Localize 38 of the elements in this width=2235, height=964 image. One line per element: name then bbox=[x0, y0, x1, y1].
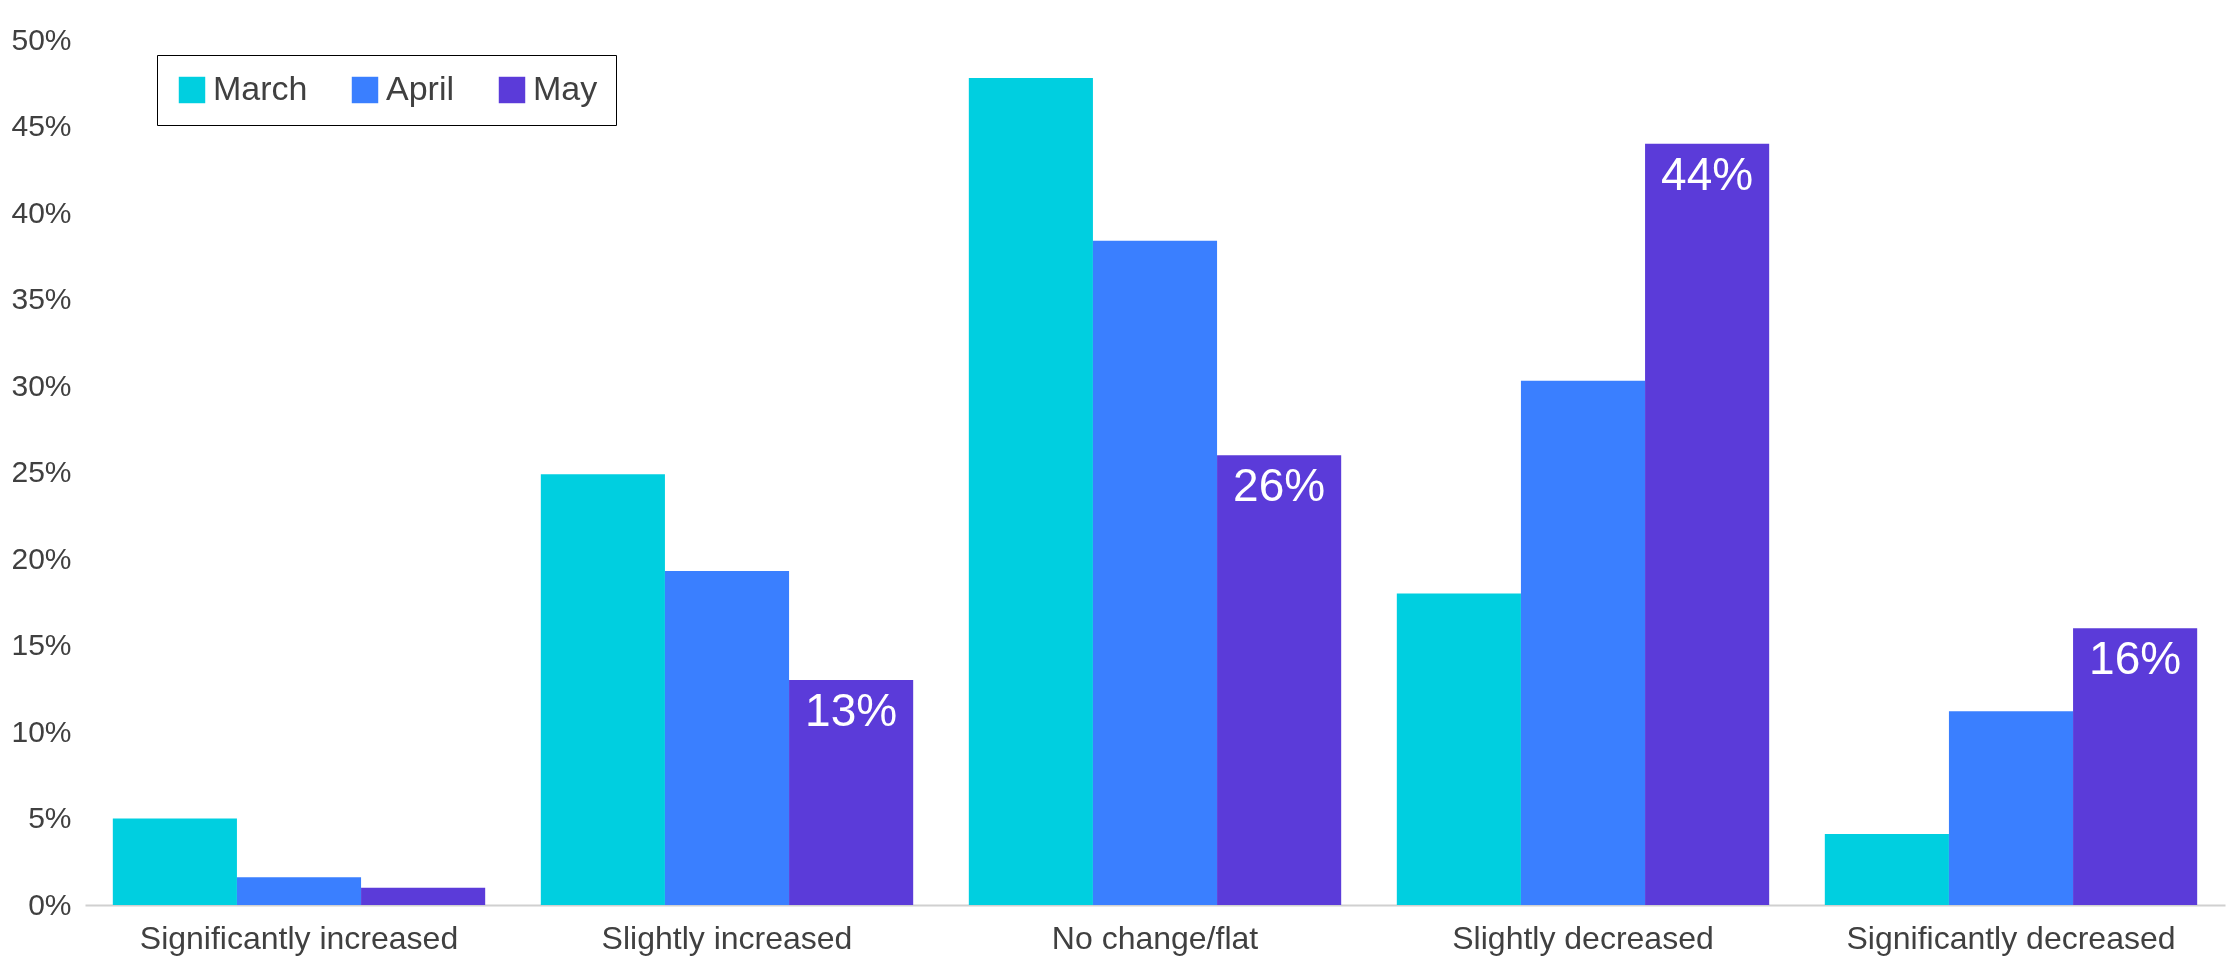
y-tick-label: 15% bbox=[11, 628, 72, 661]
y-tick-label: 10% bbox=[11, 714, 72, 748]
bar bbox=[1092, 240, 1218, 905]
legend-label: April bbox=[386, 69, 455, 107]
y-tick-label: 5% bbox=[28, 801, 72, 834]
bar bbox=[1217, 455, 1342, 905]
x-tick-label: No change/flat bbox=[1051, 919, 1259, 956]
data-label: 13% bbox=[805, 684, 898, 737]
x-tick-label: Significantly increased bbox=[139, 919, 459, 956]
bar bbox=[540, 474, 665, 905]
bar bbox=[2073, 628, 2198, 905]
bar bbox=[1396, 593, 1521, 905]
bar bbox=[968, 78, 1093, 905]
bar bbox=[361, 887, 486, 905]
data-label: 16% bbox=[2089, 632, 2182, 685]
x-tick-label: Significantly decreased bbox=[1846, 919, 2176, 956]
bar bbox=[1520, 380, 1646, 905]
y-tick-label: 0% bbox=[28, 887, 72, 921]
bar bbox=[236, 877, 362, 905]
data-label: 44% bbox=[1661, 147, 1754, 200]
y-tick-label: 45% bbox=[11, 109, 72, 142]
y-tick-label: 30% bbox=[11, 368, 72, 402]
data-label: 26% bbox=[1233, 459, 1326, 512]
legend-label: March bbox=[213, 69, 308, 107]
bar bbox=[1824, 834, 1949, 905]
x-tick-label: Slightly increased bbox=[601, 919, 853, 956]
bar bbox=[1645, 143, 1770, 905]
y-tick-label: 35% bbox=[11, 282, 72, 315]
y-tick-label: 20% bbox=[11, 541, 72, 575]
x-tick-label: Slightly decreased bbox=[1452, 919, 1714, 956]
bar bbox=[112, 818, 237, 905]
bar bbox=[1948, 711, 2074, 905]
bar bbox=[664, 571, 790, 905]
y-tick-label: 40% bbox=[11, 195, 72, 229]
y-tick-label: 25% bbox=[11, 455, 72, 488]
y-tick-label: 50% bbox=[11, 22, 72, 56]
legend-label: May bbox=[533, 69, 598, 107]
bar bbox=[789, 680, 914, 905]
